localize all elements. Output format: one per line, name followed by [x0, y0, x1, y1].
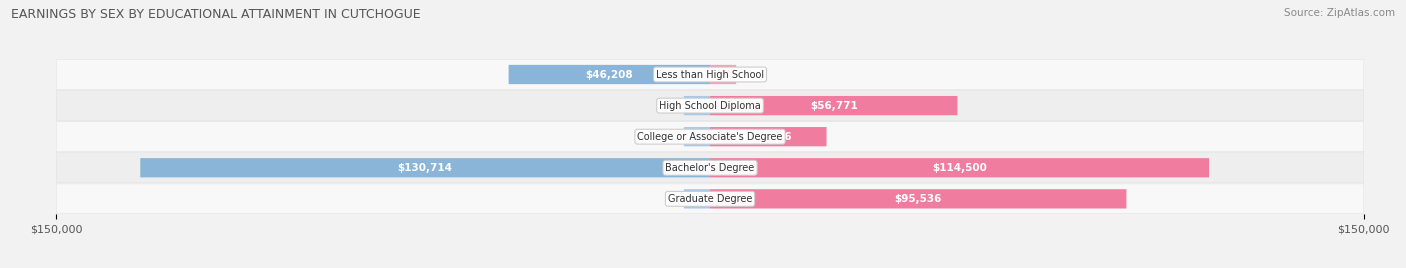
FancyBboxPatch shape [56, 122, 1364, 152]
FancyBboxPatch shape [509, 65, 710, 84]
Text: $0: $0 [668, 194, 681, 204]
Text: $130,714: $130,714 [398, 163, 453, 173]
Text: $95,536: $95,536 [894, 194, 942, 204]
FancyBboxPatch shape [56, 59, 1364, 90]
Text: $56,771: $56,771 [810, 100, 858, 111]
FancyBboxPatch shape [683, 127, 710, 146]
FancyBboxPatch shape [710, 65, 737, 84]
FancyBboxPatch shape [683, 189, 710, 209]
FancyBboxPatch shape [683, 96, 710, 115]
Text: $114,500: $114,500 [932, 163, 987, 173]
FancyBboxPatch shape [56, 153, 1364, 183]
Text: High School Diploma: High School Diploma [659, 100, 761, 111]
FancyBboxPatch shape [710, 96, 957, 115]
Text: Bachelor's Degree: Bachelor's Degree [665, 163, 755, 173]
Text: $26,726: $26,726 [744, 132, 792, 142]
FancyBboxPatch shape [710, 158, 1209, 177]
FancyBboxPatch shape [710, 189, 1126, 209]
Text: Less than High School: Less than High School [657, 69, 763, 80]
Text: Source: ZipAtlas.com: Source: ZipAtlas.com [1284, 8, 1395, 18]
Text: $0: $0 [740, 69, 752, 80]
Text: $0: $0 [668, 100, 681, 111]
Text: $0: $0 [668, 132, 681, 142]
Text: Graduate Degree: Graduate Degree [668, 194, 752, 204]
Text: $46,208: $46,208 [585, 69, 633, 80]
FancyBboxPatch shape [141, 158, 710, 177]
Text: EARNINGS BY SEX BY EDUCATIONAL ATTAINMENT IN CUTCHOGUE: EARNINGS BY SEX BY EDUCATIONAL ATTAINMEN… [11, 8, 420, 21]
Text: College or Associate's Degree: College or Associate's Degree [637, 132, 783, 142]
FancyBboxPatch shape [56, 184, 1364, 214]
FancyBboxPatch shape [56, 91, 1364, 121]
FancyBboxPatch shape [710, 127, 827, 146]
